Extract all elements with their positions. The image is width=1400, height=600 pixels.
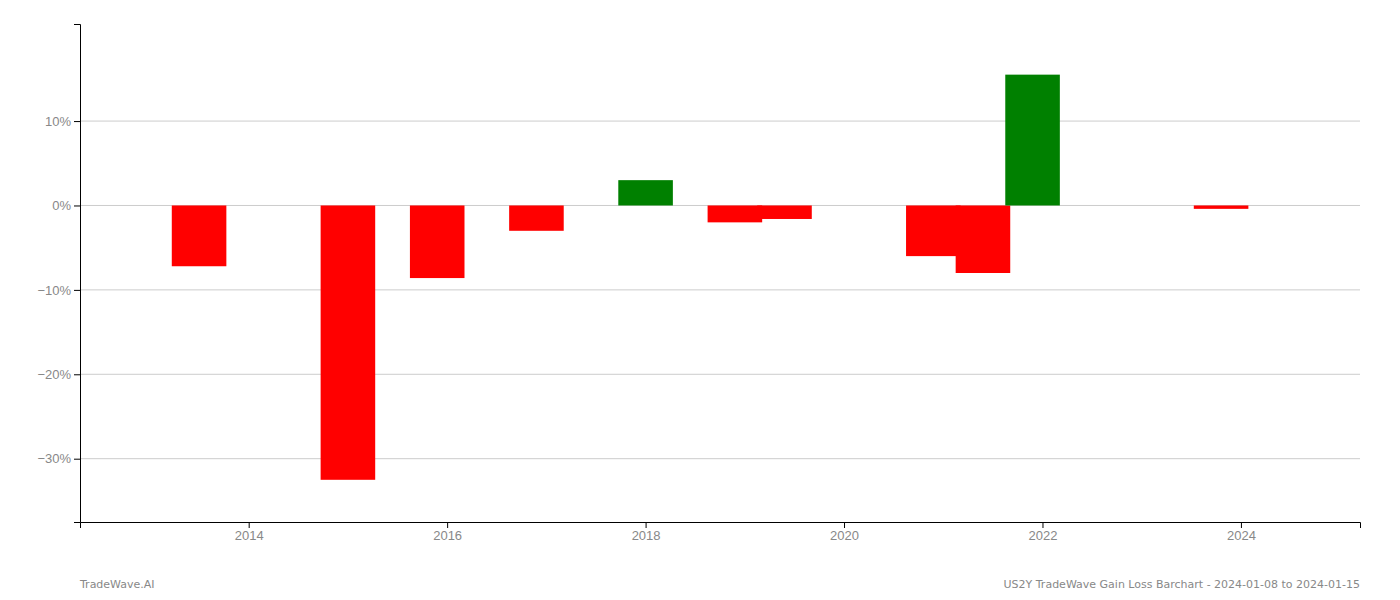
x-tick-mark: [844, 522, 845, 528]
bars: [172, 75, 1249, 480]
y-tick-label: 10%: [45, 114, 71, 129]
y-tick-mark: [74, 459, 80, 460]
y-tick: 10%: [45, 114, 80, 129]
x-tick-label: 2024: [1227, 528, 1256, 543]
x-tick-label: 2014: [235, 528, 264, 543]
y-axis-line: [74, 25, 81, 523]
bar: [1194, 205, 1249, 208]
x-tick-mark: [646, 522, 647, 528]
x-tick: 2016: [433, 522, 462, 543]
bar: [708, 205, 763, 222]
x-tick-mark: [249, 522, 250, 528]
bar: [321, 205, 376, 479]
y-tick: −10%: [37, 283, 80, 298]
y-tick-label: −20%: [37, 367, 71, 382]
y-tick-label: −10%: [37, 283, 71, 298]
plot-area: 10% 0% −10% −20% −30% 2014 2016 2018 2020 2022 202…: [37, 25, 1360, 544]
y-tick-mark: [74, 121, 80, 122]
y-tick: −30%: [37, 451, 80, 466]
x-tick-label: 2022: [1029, 528, 1058, 543]
grid-line: [80, 289, 1360, 290]
x-tick-label: 2020: [830, 528, 859, 543]
x-tick: 2018: [632, 522, 661, 543]
y-axis: 10% 0% −10% −20% −30%: [37, 25, 80, 523]
grid-line: [80, 121, 1360, 122]
grid-line: [80, 458, 1360, 459]
chart: 10% 0% −10% −20% −30% 2014 2016 2018 2020 2022 202…: [0, 0, 1400, 600]
y-tick-label: 0%: [52, 198, 71, 213]
x-tick-mark: [447, 522, 448, 528]
bar: [906, 205, 961, 256]
y-tick-mark: [74, 205, 80, 206]
bar: [956, 205, 1011, 273]
y-tick: −20%: [37, 367, 80, 382]
bar: [172, 205, 227, 266]
y-tick: 0%: [52, 198, 80, 213]
footer-text: US2Y TradeWave Gain Loss Barchart - 2024…: [1004, 578, 1360, 591]
bar: [757, 205, 812, 219]
x-tick: 2020: [830, 522, 859, 543]
grid: [80, 121, 1360, 459]
x-tick-mark: [1042, 522, 1043, 528]
x-tick-label: 2018: [632, 528, 661, 543]
x-axis: 2014 2016 2018 2020 2022 2024: [81, 522, 1361, 543]
y-tick-mark: [74, 374, 80, 375]
x-tick: 2024: [1227, 522, 1256, 543]
x-axis-line: [81, 523, 1361, 529]
bar: [410, 205, 465, 278]
x-tick: 2022: [1029, 522, 1058, 543]
x-tick-mark: [1241, 522, 1242, 528]
grid-line: [80, 374, 1360, 375]
x-tick: 2014: [235, 522, 264, 543]
footer-text: TradeWave.AI: [79, 578, 155, 591]
bar: [1005, 75, 1060, 206]
bar: [509, 205, 564, 230]
x-tick-label: 2016: [433, 528, 462, 543]
y-tick-label: −30%: [37, 451, 71, 466]
y-tick-mark: [74, 290, 80, 291]
bar: [618, 180, 673, 205]
